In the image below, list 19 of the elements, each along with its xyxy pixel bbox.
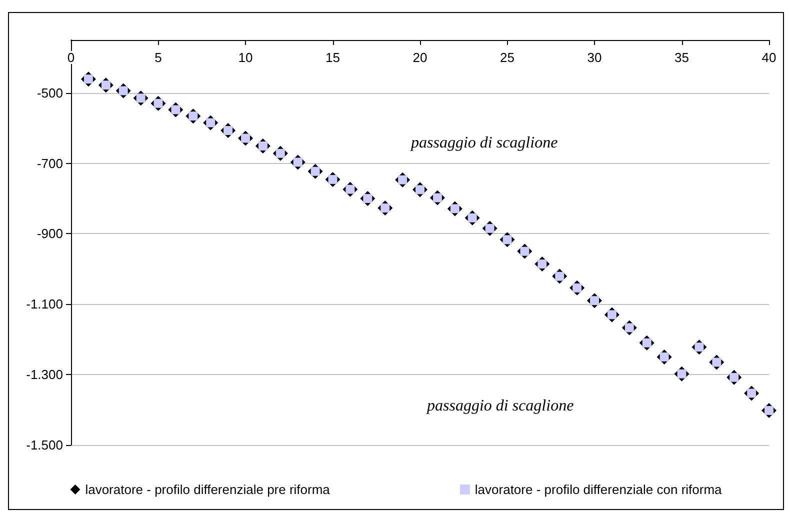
x-tick-label: 20 [412, 50, 428, 65]
y-tick-label: -1.100 [26, 296, 63, 312]
annotation: passaggio di scaglione [410, 134, 558, 152]
x-tick-label: 25 [500, 50, 514, 65]
legend-label: lavoratore - profilo differenziale pre riforma [85, 482, 331, 497]
x-tick-label: 5 [154, 50, 162, 65]
y-tick-label: -900 [36, 226, 63, 242]
annotation: passaggio di scaglione [426, 398, 574, 414]
x-tick-label: 35 [674, 50, 689, 65]
y-tick-label: -500 [36, 85, 63, 100]
x-tick-label: 30 [587, 50, 602, 65]
x-tick-label: 0 [67, 50, 75, 65]
y-tick-label: -1.500 [26, 438, 63, 452]
x-tick-label: 40 [762, 50, 776, 65]
x-tick-label: 15 [326, 50, 340, 65]
legend-label: lavoratore - profilo differenziale con riforma [474, 482, 723, 497]
y-tick-label: -700 [36, 156, 63, 171]
y-tick-label: -1.300 [26, 367, 63, 382]
x-tick-label: 10 [238, 50, 253, 65]
